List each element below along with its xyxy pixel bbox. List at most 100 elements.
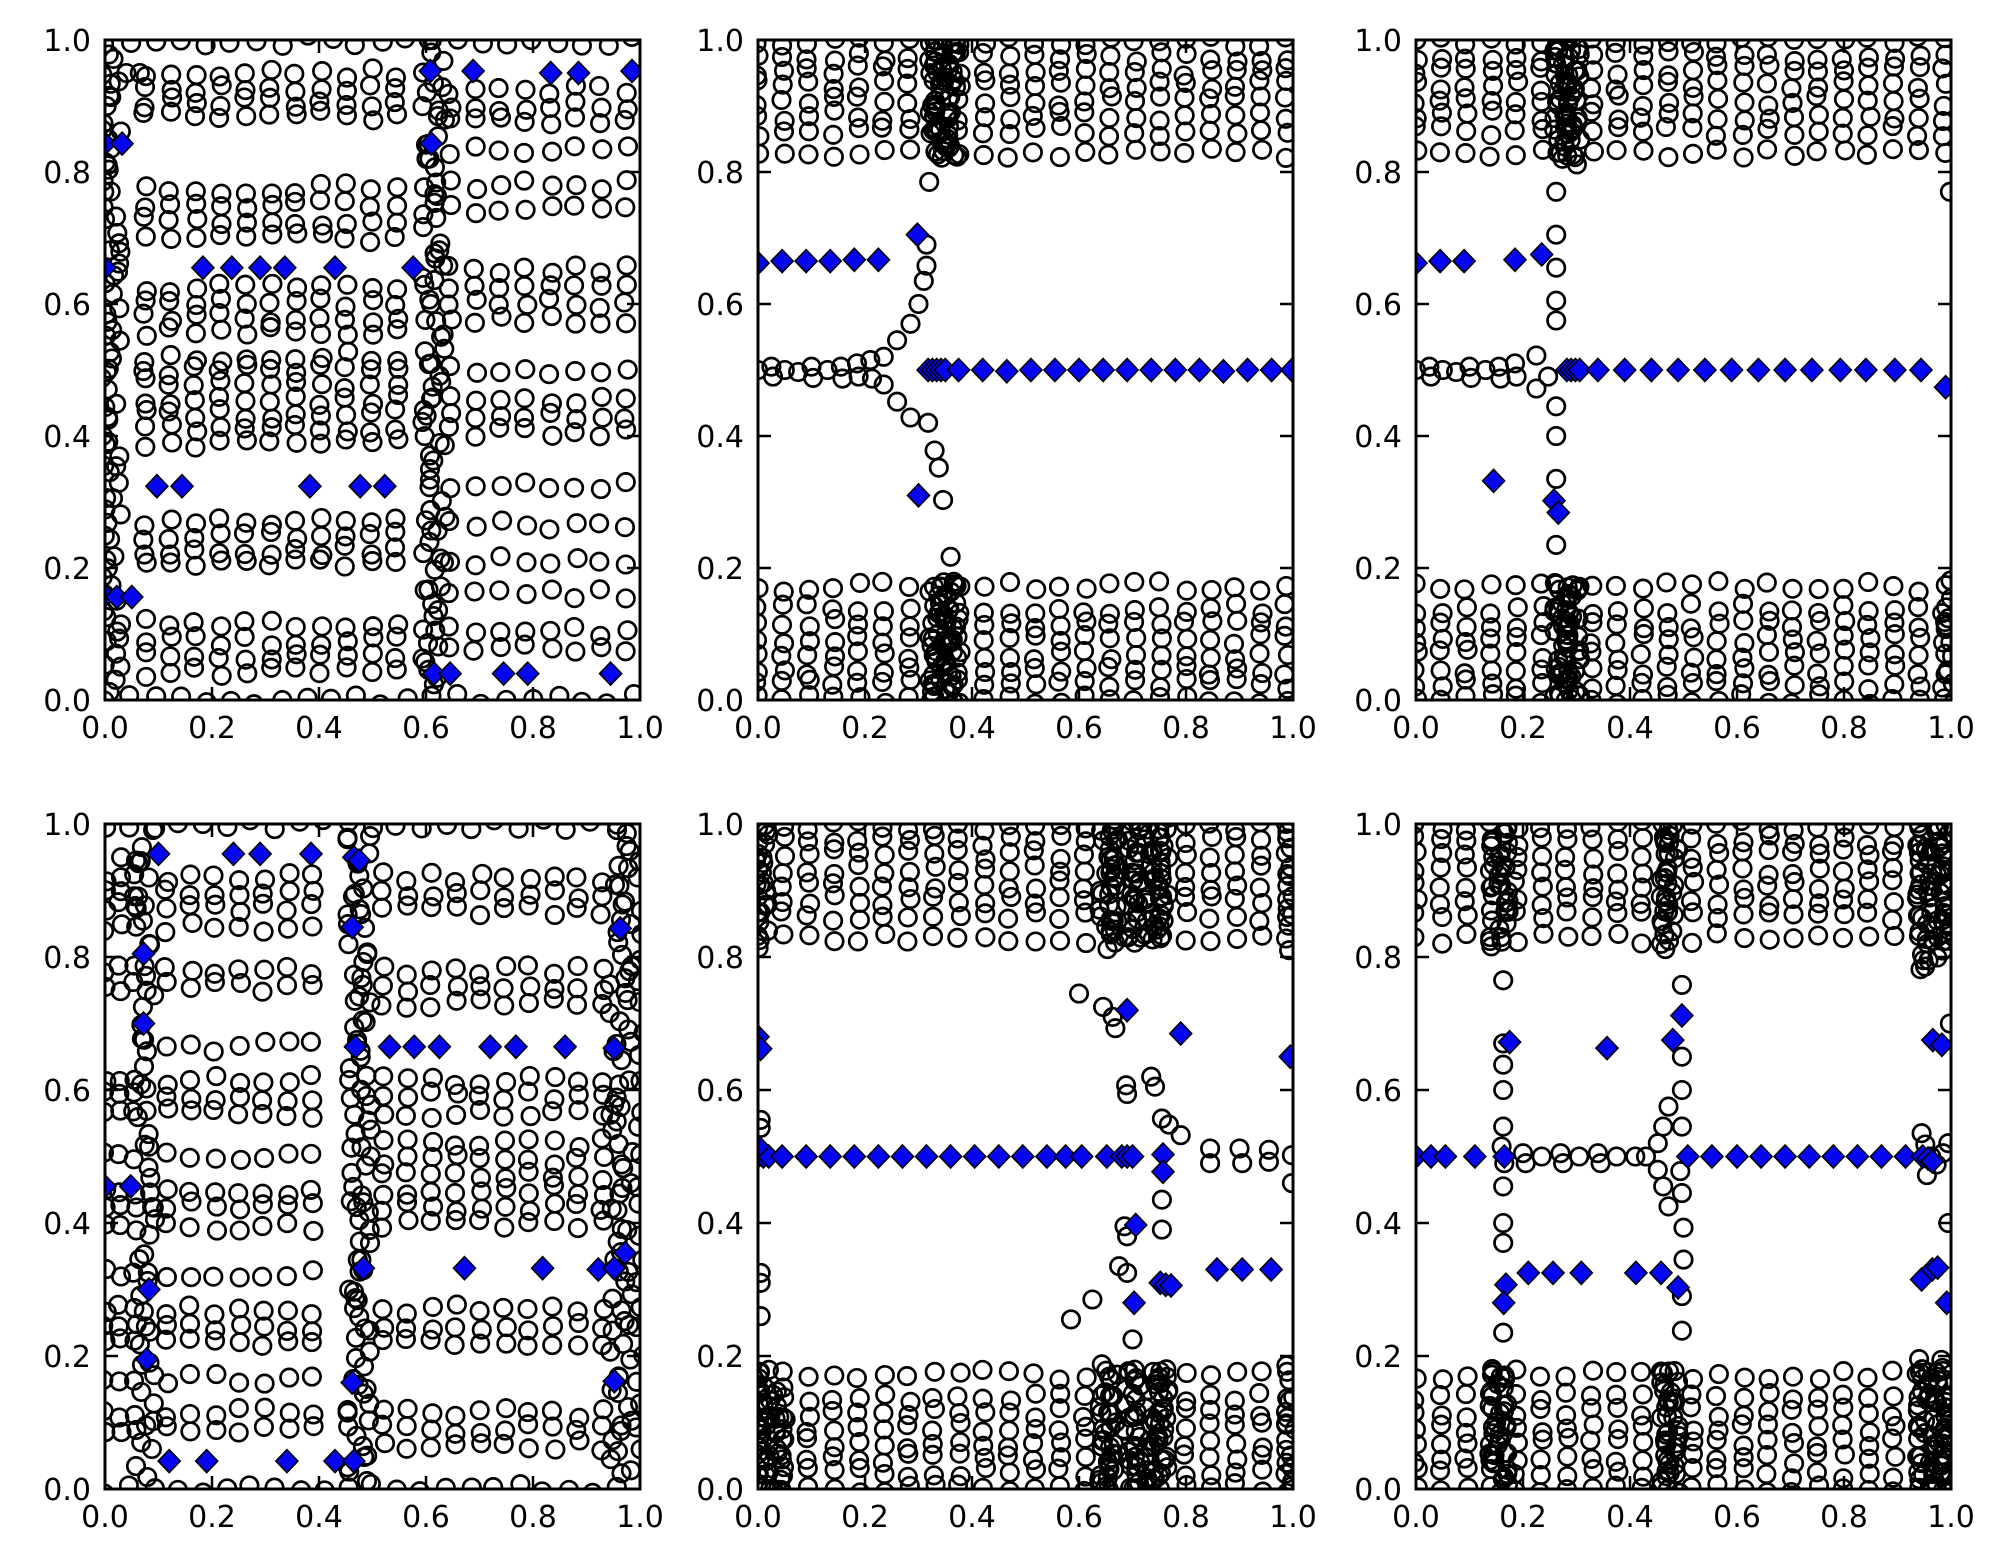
x-tick-label: 0.2: [841, 711, 889, 746]
circle-markers: [1415, 39, 1952, 701]
y-tick-label: 0.8: [43, 156, 91, 191]
y-tick-label: 0.4: [696, 1207, 744, 1242]
y-tick-label: 0.4: [1354, 1207, 1402, 1242]
axes-spines: [1414, 38, 1953, 702]
x-tick-label: 0.6: [1713, 1500, 1761, 1535]
y-tick-label: 0.6: [43, 288, 91, 323]
diamond-markers: [1415, 241, 1952, 526]
y-tick-label: 0.2: [696, 1340, 744, 1375]
y-tick-label: 1.0: [43, 24, 91, 59]
x-tick-label: 0.8: [1820, 711, 1868, 746]
x-tick-label: 1.0: [616, 1500, 664, 1535]
y-tick-label: 0.2: [1354, 552, 1402, 587]
y-tick-label: 0.6: [1354, 1074, 1402, 1109]
tick-marks: [756, 38, 1295, 702]
x-tick-label: 0.4: [948, 711, 996, 746]
tick-labels: 0.00.0 0.2 0.2 0.4 0.4 0.6 0.6 0.8 0.8 1.0 1.0: [696, 808, 1317, 1535]
x-tick-label: 0.4: [948, 1500, 996, 1535]
subplot-bottom-middle: 0.00.0 0.2 0.2 0.4 0.4 0.6 0.6 0.8 0.8 1.0 1.0: [696, 808, 1317, 1535]
tick-labels: 0.00.0 0.2 0.2 0.4 0.4 0.6 0.6 0.8 0.8 1.0 1.0: [696, 24, 1317, 746]
circle-markers: [1415, 823, 1952, 1490]
x-tick-label: 0.0: [1392, 711, 1440, 746]
x-tick-label: 0.2: [1499, 1500, 1547, 1535]
axes-spines: [103, 822, 642, 1491]
y-tick-label: 0.0: [1354, 1473, 1402, 1508]
y-tick-label: 0.8: [1354, 156, 1402, 191]
y-tick-label: 0.4: [1354, 420, 1402, 455]
tick-marks: [1414, 822, 1953, 1491]
x-tick-label: 0.2: [188, 1500, 236, 1535]
y-tick-label: 1.0: [696, 24, 744, 59]
x-tick-label: 0.8: [1820, 1500, 1868, 1535]
tick-labels: 0.00.0 0.2 0.2 0.4 0.4 0.6 0.6 0.8 0.8 1.0 1.0: [1354, 24, 1975, 746]
y-tick-label: 0.0: [696, 684, 744, 719]
x-tick-label: 0.2: [188, 711, 236, 746]
y-tick-label: 0.0: [43, 1473, 91, 1508]
y-tick-label: 0.0: [696, 1473, 744, 1508]
x-tick-label: 0.6: [402, 1500, 450, 1535]
axes-spines: [756, 822, 1295, 1491]
diamond-markers: [757, 222, 1294, 509]
x-tick-label: 0.8: [509, 1500, 557, 1535]
y-tick-label: 0.0: [1354, 684, 1402, 719]
circle-markers: [757, 39, 1294, 701]
y-tick-label: 0.6: [1354, 288, 1402, 323]
x-tick-label: 0.8: [1162, 1500, 1210, 1535]
x-tick-label: 0.4: [295, 711, 343, 746]
subplot-bottom-right: 0.00.0 0.2 0.2 0.4 0.4 0.6 0.6 0.8 0.8 1.0 1.0: [1354, 808, 1975, 1535]
x-tick-label: 0.0: [734, 1500, 782, 1535]
diamond-markers: [104, 58, 641, 687]
x-tick-label: 1.0: [616, 711, 664, 746]
diamond-markers: [757, 997, 1294, 1316]
x-tick-label: 1.0: [1927, 1500, 1975, 1535]
y-tick-label: 0.4: [43, 420, 91, 455]
axes-spines: [1414, 822, 1953, 1491]
y-tick-label: 0.4: [43, 1207, 91, 1242]
subplot-top-left: 0.00.0 0.2 0.2 0.4 0.4 0.6 0.6 0.8 0.8 1.0 1.0: [43, 24, 664, 746]
x-tick-label: 0.6: [1055, 711, 1103, 746]
y-tick-label: 1.0: [43, 808, 91, 843]
axes-spines: [756, 38, 1295, 702]
y-tick-label: 0.8: [43, 941, 91, 976]
x-tick-label: 0.0: [1392, 1500, 1440, 1535]
y-tick-label: 0.2: [43, 552, 91, 587]
circle-markers: [757, 823, 1294, 1490]
x-tick-label: 1.0: [1927, 711, 1975, 746]
tick-marks: [103, 822, 642, 1491]
tick-marks: [1414, 38, 1953, 702]
y-tick-label: 0.6: [696, 288, 744, 323]
diamond-markers: [104, 841, 638, 1474]
tick-labels: 0.00.0 0.2 0.2 0.4 0.4 0.6 0.6 0.8 0.8 1.0 1.0: [43, 24, 664, 746]
x-tick-label: 0.0: [81, 711, 129, 746]
x-tick-label: 0.2: [841, 1500, 889, 1535]
x-tick-label: 0.4: [1606, 1500, 1654, 1535]
y-tick-label: 1.0: [1354, 24, 1402, 59]
x-tick-label: 0.0: [734, 711, 782, 746]
x-tick-label: 0.4: [295, 1500, 343, 1535]
x-tick-label: 0.4: [1606, 711, 1654, 746]
y-tick-label: 1.0: [1354, 808, 1402, 843]
circle-markers: [104, 39, 641, 701]
tick-marks: [756, 822, 1295, 1491]
y-tick-label: 1.0: [696, 808, 744, 843]
x-tick-label: 0.8: [1162, 711, 1210, 746]
tick-labels: 0.00.0 0.2 0.2 0.4 0.4 0.6 0.6 0.8 0.8 1.0 1.0: [1354, 808, 1975, 1535]
y-tick-label: 0.8: [696, 156, 744, 191]
y-tick-label: 0.6: [696, 1074, 744, 1109]
y-tick-label: 0.2: [696, 552, 744, 587]
x-tick-label: 0.6: [1055, 1500, 1103, 1535]
tick-marks: [103, 38, 642, 702]
diamond-markers: [1415, 1002, 1952, 1316]
axes-spines: [103, 38, 642, 702]
x-tick-label: 0.2: [1499, 711, 1547, 746]
x-tick-label: 0.6: [1713, 711, 1761, 746]
tick-labels: 0.00.0 0.2 0.2 0.4 0.4 0.6 0.6 0.8 0.8 1.0 1.0: [43, 808, 664, 1535]
x-tick-label: 0.8: [509, 711, 557, 746]
subplot-top-right: 0.00.0 0.2 0.2 0.4 0.4 0.6 0.6 0.8 0.8 1.0 1.0: [1354, 24, 1975, 746]
y-tick-label: 0.8: [1354, 941, 1402, 976]
y-tick-label: 0.2: [1354, 1340, 1402, 1375]
y-tick-label: 0.4: [696, 420, 744, 455]
y-tick-label: 0.8: [696, 941, 744, 976]
